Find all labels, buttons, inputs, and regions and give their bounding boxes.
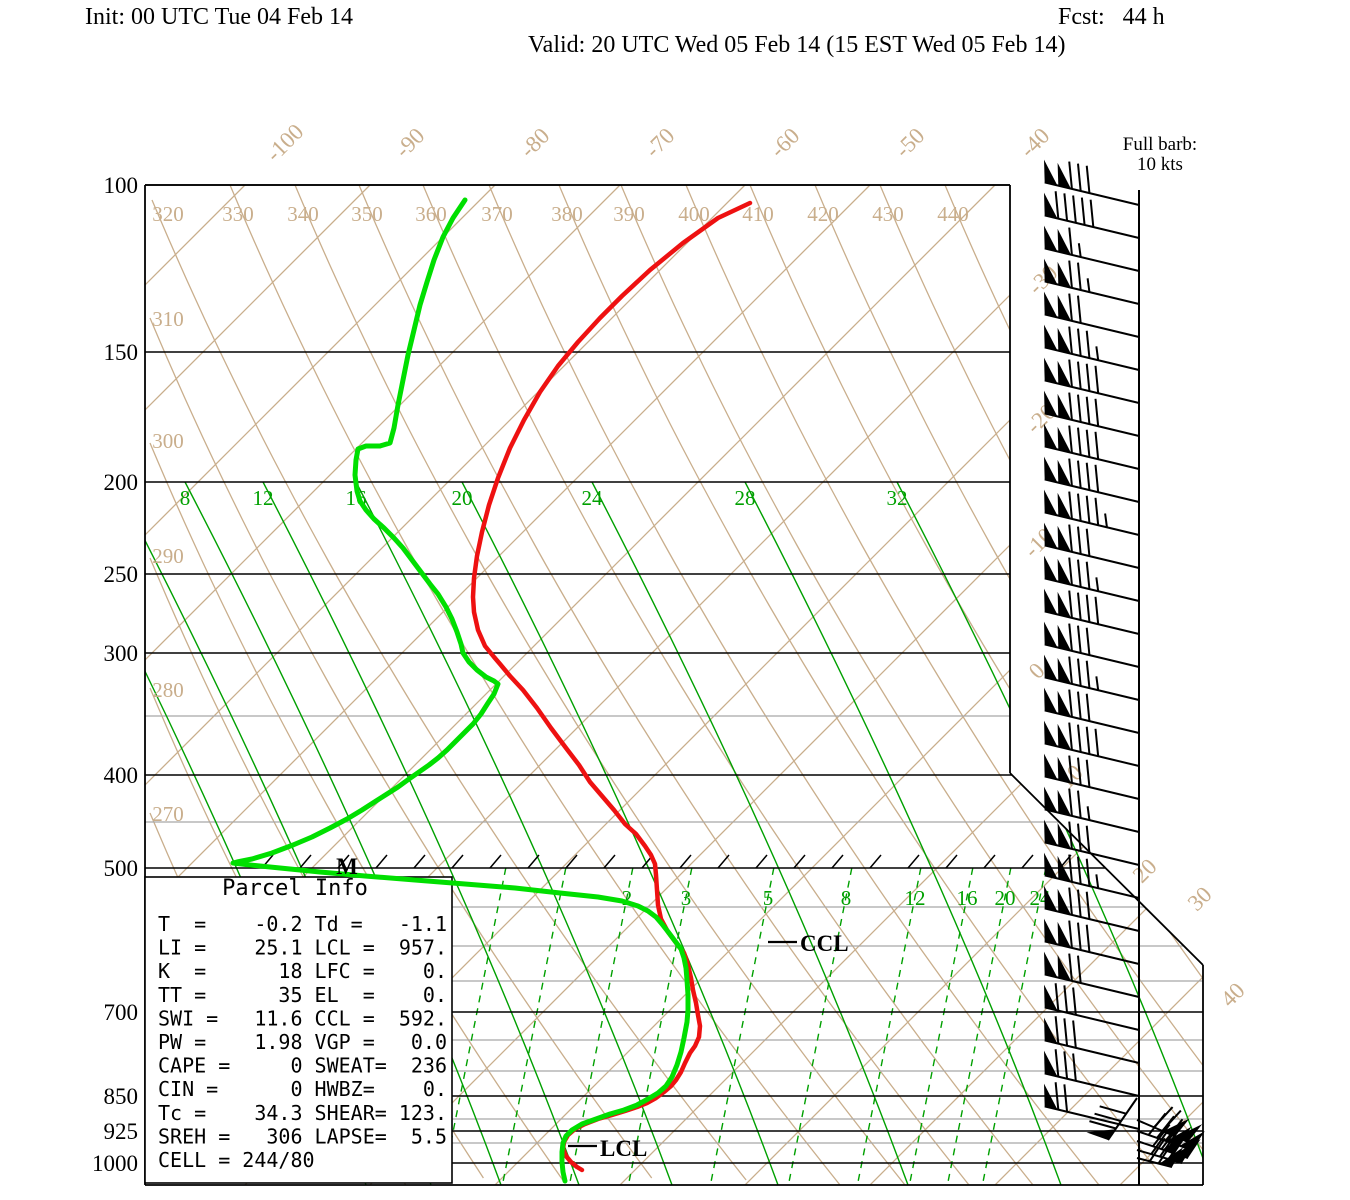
svg-text:32: 32 [887,486,908,510]
pressure-axis-labels: 100 150 200 250 300 400 500 700 850 925 1000 [92,173,138,1176]
svg-text:150: 150 [104,340,139,365]
svg-text:400: 400 [104,763,139,788]
svg-text:40: 40 [1216,978,1250,1012]
dewpoint-curve [230,197,691,1184]
green-line-labels: 8 12 16 20 24 28 322 3 5 8 12 16 20 24 [180,486,1051,910]
svg-text:12: 12 [905,886,926,910]
svg-text:320: 320 [152,202,184,226]
svg-text:420: 420 [807,202,839,226]
parcel-info-row: CAPE = 0 SWEAT= 236 [158,1054,447,1078]
hatched-level-line [261,854,1072,869]
parcel-info-row: T = -0.2 Td = -1.1 [158,912,447,936]
parcel-info-row: SREH = 306 LAPSE= 5.5 [158,1124,447,1148]
svg-text:20: 20 [1128,854,1162,888]
svg-text:400: 400 [678,202,710,226]
svg-text:30: 30 [1183,882,1217,916]
svg-text:28: 28 [735,486,756,510]
parcel-info-row: PW = 1.98 VGP = 0.0 [158,1030,447,1054]
svg-text:-70: -70 [640,123,679,162]
parcel-info-row: Tc = 34.3 SHEAR= 123. [158,1101,447,1125]
svg-text:-100: -100 [261,119,308,166]
svg-text:-60: -60 [765,123,804,162]
level-markers: M LCL CCL [336,854,848,1161]
svg-text:20: 20 [995,886,1016,910]
parcel-info-box: Parcel Info T = -0.2 Td = -1.1LI = 25.1 L… [144,876,453,1184]
init-time-label: Init: 00 UTC Tue 04 Feb 14 [85,4,354,30]
svg-text:430: 430 [872,202,904,226]
svg-text:310: 310 [152,307,184,331]
svg-text:-50: -50 [890,123,929,162]
major-pressure-lines [144,184,1204,1186]
parcel-info-row: SWI = 11.6 CCL = 592. [158,1006,447,1030]
svg-text:925: 925 [104,1119,139,1144]
svg-text:300: 300 [152,429,184,453]
svg-text:850: 850 [104,1084,139,1109]
svg-text:2: 2 [622,886,633,910]
svg-text:300: 300 [104,641,139,666]
parcel-info-row: CIN = 0 HWBZ= 0. [158,1077,447,1101]
svg-text:M: M [336,854,358,879]
svg-text:500: 500 [104,856,139,881]
svg-text:440: 440 [937,202,969,226]
parcel-info-row: K = 18 LFC = 0. [158,959,447,983]
svg-text:350: 350 [351,202,383,226]
svg-text:8: 8 [841,886,852,910]
svg-text:380: 380 [551,202,583,226]
svg-text:360: 360 [415,202,447,226]
svg-text:20: 20 [452,486,473,510]
parcel-info-row: LI = 25.1 LCL = 957. [158,936,447,960]
svg-text:340: 340 [287,202,319,226]
svg-text:700: 700 [104,1000,139,1025]
svg-text:370: 370 [481,202,513,226]
valid-time-label: Valid: 20 UTC Wed 05 Feb 14 (15 EST Wed … [528,32,1066,58]
parcel-info-row: TT = 35 EL = 0. [158,983,447,1007]
svg-text:-90: -90 [390,123,429,162]
svg-text:290: 290 [152,544,184,568]
svg-text:330: 330 [222,202,254,226]
svg-text:-20: -20 [1021,399,1060,438]
svg-text:24: 24 [582,486,604,510]
svg-text:LCL: LCL [600,1136,647,1161]
parcel-info-row: CELL = 244/80 [158,1148,315,1172]
moist-adiabat-lines [145,481,1203,1185]
wind-barb-column [1043,159,1205,1185]
svg-text:280: 280 [152,678,184,702]
svg-text:-30: -30 [1023,260,1062,299]
svg-text:3: 3 [681,886,692,910]
temperature-curve [470,200,753,1173]
forecast-hour-label: Fcst: 44 h [1058,4,1165,30]
svg-text:100: 100 [104,173,139,198]
wind-barb-legend: Full barb: 10 kts [1122,134,1198,175]
mixing-ratio-lines [441,867,1047,1185]
svg-text:16: 16 [957,886,978,910]
svg-text:250: 250 [104,562,139,587]
svg-text:390: 390 [613,202,645,226]
svg-text:5: 5 [763,886,774,910]
svg-text:-40: -40 [1015,123,1054,162]
svg-text:-80: -80 [515,123,554,162]
svg-text:8: 8 [180,486,191,510]
svg-text:12: 12 [253,486,274,510]
svg-text:CCL: CCL [800,931,849,956]
svg-text:200: 200 [104,470,139,495]
svg-text:270: 270 [152,802,184,826]
parcel-info-title: Parcel Info [222,876,368,901]
dry-adiabat-labels: 330 340 350 360 370 380 390 400 410 420 430 4403203… [152,202,969,826]
svg-text:1000: 1000 [92,1151,138,1176]
